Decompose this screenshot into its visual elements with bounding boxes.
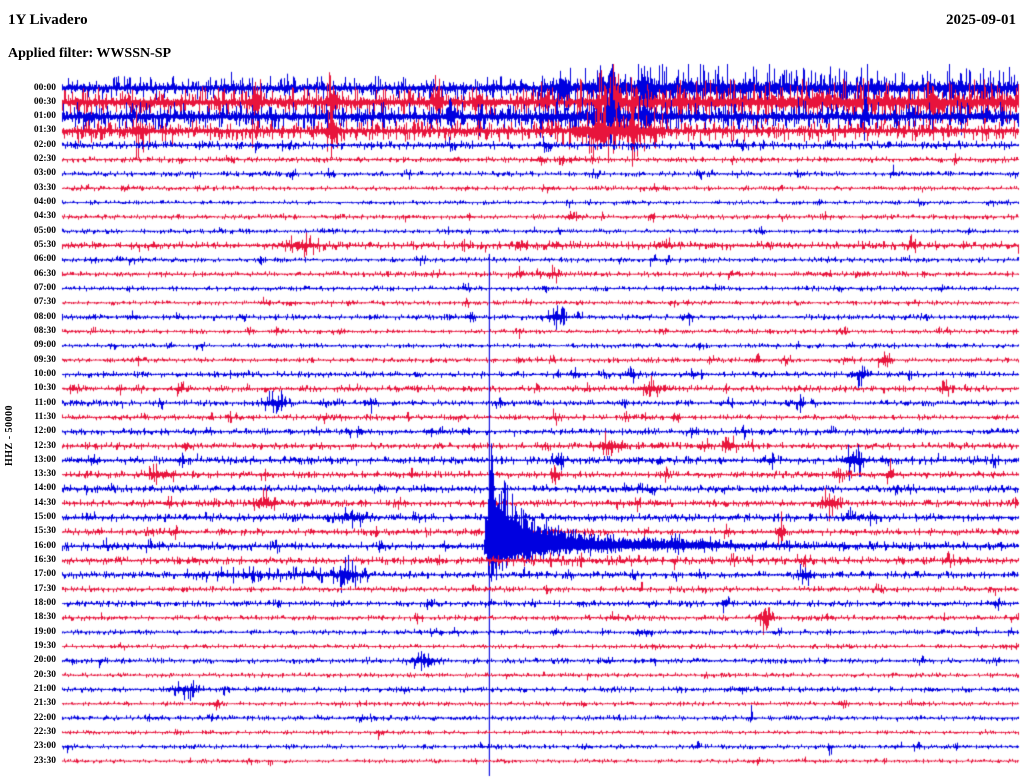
time-label: 18:30 — [33, 612, 56, 623]
time-label: 22:30 — [33, 726, 56, 737]
time-label: 18:00 — [33, 598, 56, 609]
time-label: 06:00 — [33, 254, 56, 265]
time-label: 02:00 — [33, 139, 56, 150]
time-label: 13:30 — [33, 469, 56, 480]
time-label: 01:00 — [33, 111, 56, 122]
time-label: 19:00 — [33, 626, 56, 637]
time-label: 11:00 — [34, 397, 56, 408]
time-label: 17:30 — [33, 583, 56, 594]
time-label: 03:30 — [33, 182, 56, 193]
time-label: 00:00 — [33, 82, 56, 93]
time-label: 15:30 — [33, 526, 56, 537]
time-label: 21:00 — [33, 683, 56, 694]
time-label: 22:00 — [33, 712, 56, 723]
time-label: 06:30 — [33, 268, 56, 279]
time-label: 12:30 — [33, 440, 56, 451]
time-label: 07:00 — [33, 282, 56, 293]
time-label: 04:30 — [33, 211, 56, 222]
time-label: 20:00 — [33, 655, 56, 666]
time-label: 12:00 — [33, 426, 56, 437]
time-label: 08:30 — [33, 325, 56, 336]
time-label: 04:00 — [33, 197, 56, 208]
time-label: 14:30 — [33, 497, 56, 508]
time-label: 01:30 — [33, 125, 56, 136]
time-label: 10:00 — [33, 368, 56, 379]
time-label: 19:30 — [33, 640, 56, 651]
time-label: 00:30 — [33, 96, 56, 107]
time-label: 03:00 — [33, 168, 56, 179]
time-label: 17:00 — [33, 569, 56, 580]
station-title: 1Y Livadero — [8, 12, 88, 28]
time-label: 13:00 — [33, 454, 56, 465]
time-label: 15:00 — [33, 512, 56, 523]
filter-label: Applied filter: WWSSN-SP — [8, 46, 172, 61]
time-label: 08:00 — [33, 311, 56, 322]
time-label: 14:00 — [33, 483, 56, 494]
time-label: 05:30 — [33, 240, 56, 251]
time-label: 11:30 — [34, 411, 56, 422]
time-label: 10:30 — [33, 383, 56, 394]
time-label: 21:30 — [33, 698, 56, 709]
time-label: 23:30 — [33, 755, 56, 766]
time-label: 07:30 — [33, 297, 56, 308]
time-label: 23:00 — [33, 741, 56, 752]
time-label: 02:30 — [33, 154, 56, 165]
time-label: 05:00 — [33, 225, 56, 236]
time-label: 09:00 — [33, 340, 56, 351]
date-label: 2025-09-01 — [946, 12, 1016, 28]
time-label: 09:30 — [33, 354, 56, 365]
time-label: 16:30 — [33, 555, 56, 566]
time-label: 20:30 — [33, 669, 56, 680]
time-label: 16:00 — [33, 540, 56, 551]
